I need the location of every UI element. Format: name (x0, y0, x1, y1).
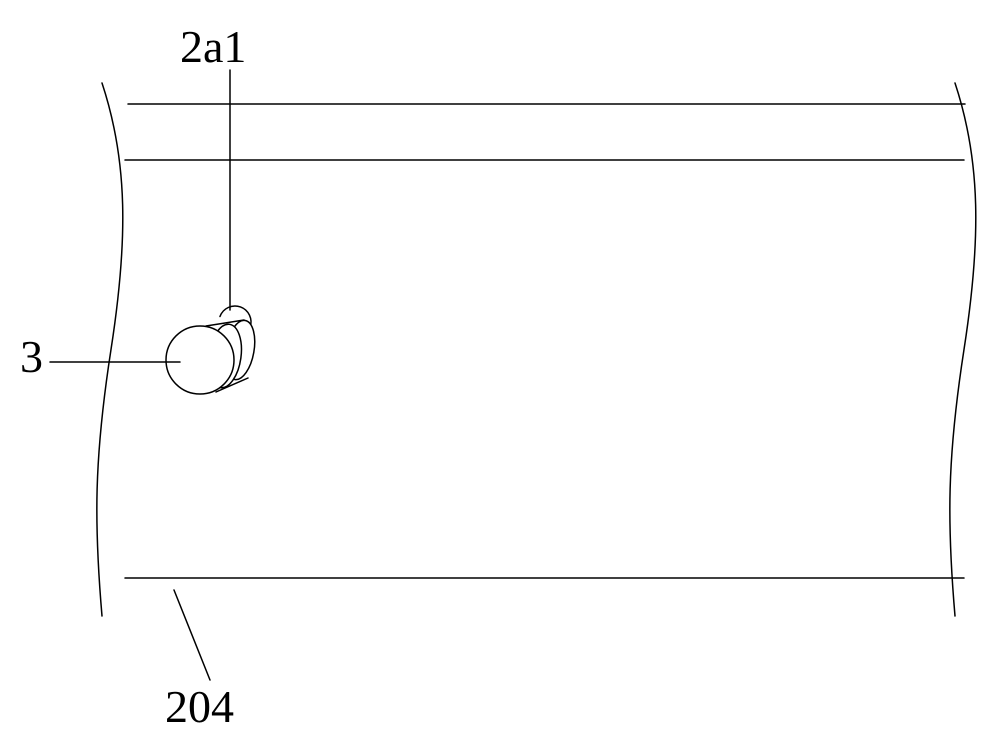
leader-line-204 (174, 590, 210, 680)
callout-label-204: 204 (165, 680, 234, 733)
callout-label-2a1: 2a1 (180, 20, 246, 73)
section-break-right (950, 83, 976, 616)
section-break-left (97, 83, 123, 616)
feature-front-circle (166, 326, 234, 394)
technical-diagram (0, 0, 1000, 734)
callout-label-3: 3 (20, 330, 43, 383)
